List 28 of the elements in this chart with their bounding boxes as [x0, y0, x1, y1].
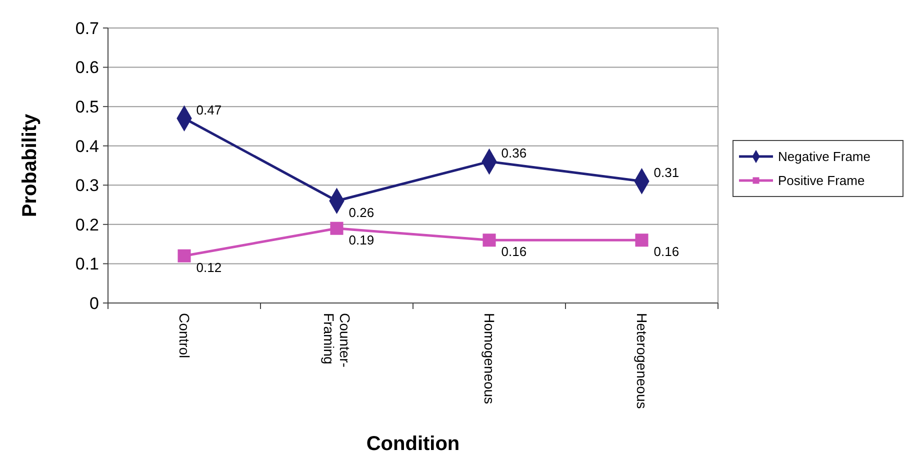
- x-tick-label: Counter-Framing: [320, 313, 353, 368]
- x-axis-title: Condition: [366, 433, 460, 455]
- legend-label: Negative Frame: [778, 149, 870, 164]
- data-label: 0.36: [501, 146, 527, 161]
- point: [330, 222, 344, 235]
- data-label: 0.12: [196, 260, 222, 275]
- point: [635, 234, 648, 247]
- legend-label: Positive Frame: [778, 173, 865, 188]
- y-tick-label: 0.3: [75, 176, 99, 196]
- point: [178, 249, 191, 262]
- data-label: 0.31: [654, 165, 680, 180]
- y-tick-label: 0.6: [75, 58, 99, 78]
- data-label: 0.19: [348, 232, 374, 248]
- data-label: 0.16: [654, 244, 680, 260]
- y-tick-label: 0.7: [75, 18, 99, 38]
- x-tick-label: Heterogeneous: [634, 313, 650, 409]
- data-label: 0.47: [196, 102, 222, 118]
- data-label: 0.26: [348, 204, 374, 220]
- point: [482, 234, 496, 247]
- x-tick-label: Control: [176, 313, 192, 358]
- y-tick-label: 0.2: [75, 215, 99, 234]
- y-axis-title: Probability: [19, 112, 41, 218]
- y-tick-label: 0.5: [75, 98, 99, 117]
- data-label: 0.16: [501, 244, 527, 260]
- y-tick-label: 0: [90, 294, 99, 313]
- y-tick-label: 0.1: [75, 254, 99, 274]
- x-tick-label: Homogeneous: [481, 313, 498, 404]
- y-tick-label: 0.4: [75, 136, 99, 156]
